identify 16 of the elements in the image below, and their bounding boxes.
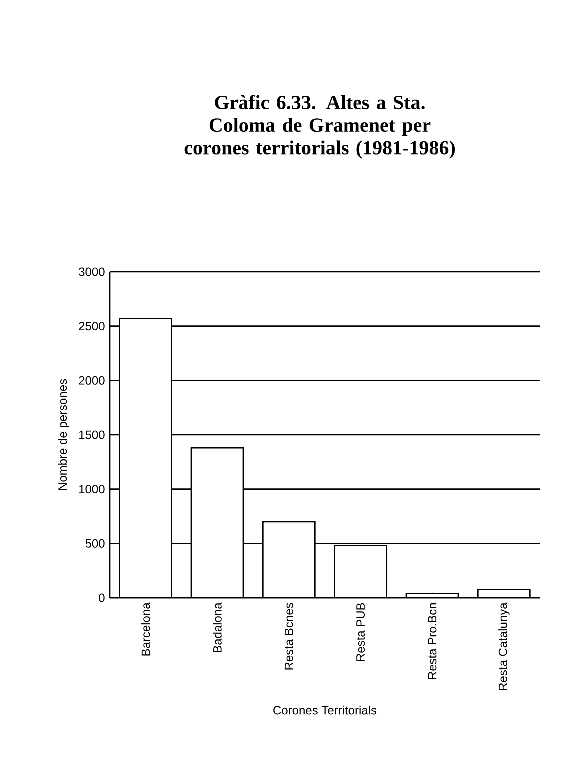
y-axis-title: Nombre de persones bbox=[58, 379, 70, 490]
x-tick-label: Resta Catalunya bbox=[498, 602, 510, 690]
y-tick-label: 1500 bbox=[80, 430, 105, 440]
x-tick-label: Resta Bcnes bbox=[284, 603, 294, 670]
x-tick-label: Resta PUB bbox=[356, 603, 366, 662]
y-tick-label: 2500 bbox=[79, 322, 105, 331]
y-tick-label: 2000 bbox=[79, 376, 105, 385]
y-tick-label: 1000 bbox=[80, 485, 105, 494]
x-tick-label: Badalona bbox=[213, 602, 222, 652]
y-tick-label: 500 bbox=[86, 539, 105, 548]
y-tick-label: 0 bbox=[99, 594, 105, 602]
x-tick-label: Barcelona bbox=[141, 602, 150, 656]
chart-title: Gràfic 6.33. Altes a Sta. Coloma de Gramenet per corones territorials (1981-1986) bbox=[184, 95, 456, 159]
x-tick-label: Resta Pro.Bcn bbox=[428, 604, 437, 680]
x-axis-title: Corones Territorials bbox=[274, 706, 377, 715]
y-tick-label: 3000 bbox=[79, 268, 105, 276]
